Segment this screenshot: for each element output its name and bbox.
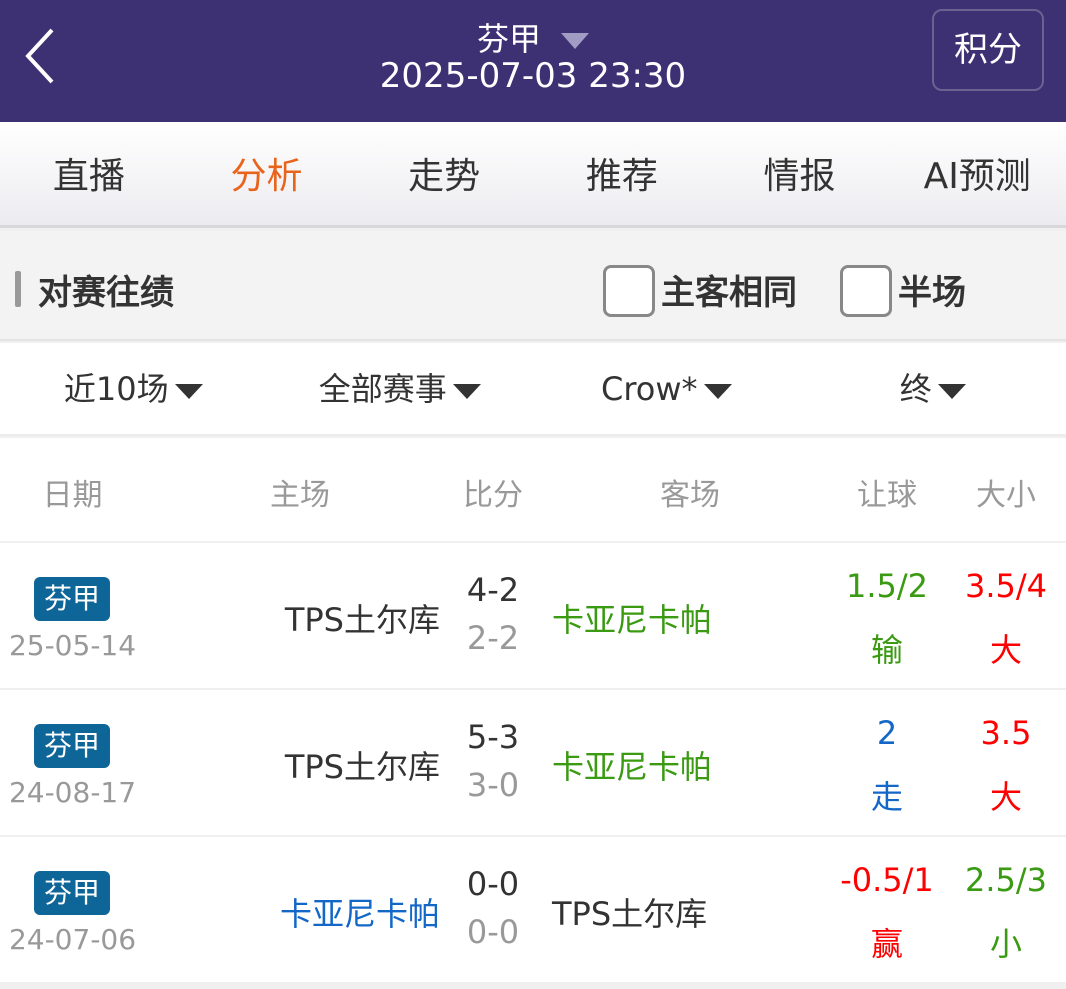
league-badge: 芬甲 <box>34 577 110 621</box>
same-home-away-checkbox[interactable] <box>603 265 655 317</box>
table-row[interactable]: 芬甲 24-08-17 TPS土尔库 5-3 3-0 卡亚尼卡帕 2 走 3.5… <box>0 690 1066 835</box>
col-date: 日期 <box>42 478 103 513</box>
total-result: 小 <box>989 925 1022 963</box>
handicap-result: 输 <box>870 631 903 669</box>
standings-button[interactable]: 积分 <box>932 9 1044 91</box>
total-result: 大 <box>989 631 1022 669</box>
full-time-score: 0-0 <box>466 865 520 903</box>
half-time-label[interactable]: 半场 <box>898 273 966 313</box>
filter-bar: 近10场 全部赛事 Crow* 终 <box>0 343 1066 436</box>
league-title: 芬甲 <box>476 20 541 58</box>
half-time-checkbox[interactable] <box>840 265 892 317</box>
tab-trend[interactable]: 走势 <box>408 156 481 197</box>
dropdown-icon <box>703 383 732 399</box>
handicap-result: 走 <box>870 778 903 816</box>
dropdown-icon <box>452 383 481 399</box>
full-time-score: 4-2 <box>466 571 520 609</box>
match-count-filter[interactable]: 近10场 <box>0 343 267 434</box>
league-badge: 芬甲 <box>34 724 110 768</box>
handicap-line: 1.5/2 <box>845 567 929 605</box>
table-header: 日期 主场 比分 客场 让球 大小 <box>0 438 1066 541</box>
dropdown-icon <box>174 383 203 399</box>
half-time-score: 2-2 <box>466 619 520 657</box>
match-date: 24-07-06 <box>8 923 137 956</box>
home-team[interactable]: 卡亚尼卡帕 <box>279 895 440 933</box>
col-handicap: 让球 <box>857 478 917 513</box>
away-team[interactable]: TPS土尔库 <box>552 895 708 933</box>
handicap-result: 赢 <box>870 925 903 963</box>
match-datetime: 2025-07-03 23:30 <box>379 56 687 96</box>
same-home-away-label[interactable]: 主客相同 <box>661 273 797 313</box>
col-home: 主场 <box>270 478 330 513</box>
dropdown-icon <box>561 33 589 49</box>
col-away: 客场 <box>660 478 720 513</box>
league-badge: 芬甲 <box>34 871 110 915</box>
total-line: 2.5/3 <box>964 861 1048 899</box>
half-time-score: 0-0 <box>466 913 520 951</box>
home-team[interactable]: TPS土尔库 <box>284 601 440 639</box>
section-header: 对赛往绩 主客相同 半场 <box>0 231 1066 341</box>
col-score: 比分 <box>463 478 523 513</box>
handicap-line: -0.5/1 <box>840 861 934 899</box>
league-selector[interactable]: 芬甲 <box>0 14 1066 60</box>
handicap-line: 2 <box>876 714 898 752</box>
total-line: 3.5 <box>980 714 1032 752</box>
tab-live[interactable]: 直播 <box>52 156 125 197</box>
total-result: 大 <box>989 778 1022 816</box>
table-row[interactable]: 芬甲 24-07-06 卡亚尼卡帕 0-0 0-0 TPS土尔库 -0.5/1 … <box>0 837 1066 982</box>
tab-bar: 直播 分析 走势 推荐 情报 AI预测 <box>0 122 1066 228</box>
col-total: 大小 <box>976 478 1036 513</box>
home-team[interactable]: TPS土尔库 <box>284 748 440 786</box>
tab-analysis[interactable]: 分析 <box>230 156 303 197</box>
match-date: 24-08-17 <box>8 776 137 809</box>
away-team[interactable]: 卡亚尼卡帕 <box>552 601 713 639</box>
table-row[interactable]: 芬甲 25-05-14 TPS土尔库 4-2 2-2 卡亚尼卡帕 1.5/2 输… <box>0 543 1066 688</box>
dropdown-icon <box>937 383 966 399</box>
odds-type-filter[interactable]: 终 <box>800 343 1066 434</box>
full-time-score: 5-3 <box>466 718 520 756</box>
tab-intel[interactable]: 情报 <box>763 156 836 197</box>
bookmaker-filter[interactable]: Crow* <box>533 343 800 434</box>
match-date: 25-05-14 <box>8 629 137 662</box>
tab-ai-predict[interactable]: AI预测 <box>923 156 1031 197</box>
top-bar: 芬甲 2025-07-03 23:30 积分 <box>0 0 1066 122</box>
competition-filter[interactable]: 全部赛事 <box>267 343 534 434</box>
total-line: 3.5/4 <box>964 567 1048 605</box>
section-title: 对赛往绩 <box>38 273 174 313</box>
half-time-score: 3-0 <box>466 766 520 804</box>
section-marker <box>15 271 21 307</box>
tab-recommend[interactable]: 推荐 <box>585 156 658 197</box>
away-team[interactable]: 卡亚尼卡帕 <box>552 748 713 786</box>
back-icon[interactable] <box>22 26 62 86</box>
